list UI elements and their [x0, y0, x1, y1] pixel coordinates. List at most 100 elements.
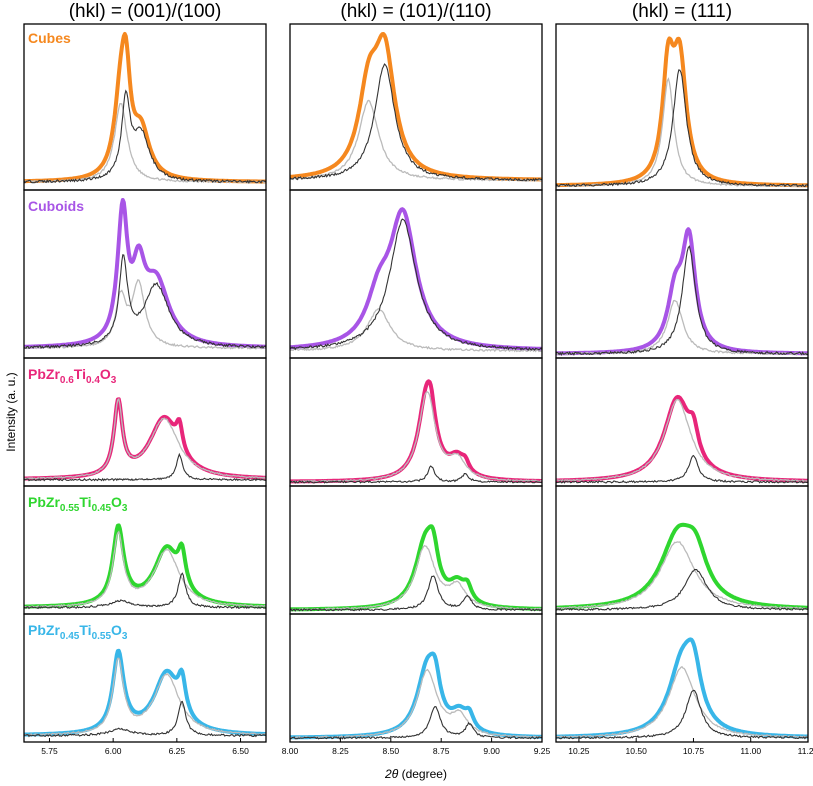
dark-curve-r3-c2 — [556, 568, 808, 612]
panel-r0-c1 — [289, 23, 543, 191]
x-axis-symbol: 2θ — [385, 767, 399, 781]
row-label-part: PbZr — [28, 366, 60, 382]
gray-curve-r4-c2 — [556, 665, 808, 739]
fit-curve-r1-c1 — [290, 207, 542, 351]
row-label-part: O — [111, 622, 122, 638]
panel-frame — [555, 613, 809, 743]
gray-curve-r1-c2 — [556, 299, 808, 356]
row-label-part: 3 — [110, 375, 117, 386]
gray-curve-r0-c2 — [556, 77, 808, 188]
dark-curve-r4-c1 — [290, 705, 542, 740]
x-axis-label: 2θ (degree) — [316, 766, 516, 782]
row-label-part: PbZr — [28, 622, 60, 638]
gray-curve-r4-c0 — [24, 657, 266, 736]
gray-curve-r3-c1 — [290, 544, 542, 611]
row-label-5: PbZr0.45Ti0.55O3 — [28, 622, 127, 642]
panel-frame — [23, 357, 267, 487]
gray-curve-r2-c0 — [24, 397, 266, 480]
fit-curve-r0-c1 — [290, 32, 542, 182]
x-tick-label: 9.25 — [534, 746, 551, 756]
panel-frame — [23, 189, 267, 359]
row-label-part: PbZr — [28, 494, 60, 510]
fit-curve-r2-c0 — [24, 397, 266, 481]
panel-r2-c1 — [289, 357, 543, 487]
dark-curve-r4-c2 — [556, 689, 808, 740]
column-title-1: (hkl) = (001)/(100) — [68, 1, 222, 22]
x-tick-label: 5.75 — [41, 746, 58, 756]
panel-frame — [23, 23, 267, 191]
x-tick-label: 6.25 — [169, 746, 186, 756]
gray-curve-r1-c1 — [290, 307, 542, 353]
row-label-part: Cubes — [28, 30, 71, 46]
panel-r1-c1 — [289, 189, 543, 359]
panel-r3-c2 — [555, 485, 809, 615]
fit-curve-r2-c2 — [556, 394, 808, 483]
panel-r4-c0 — [23, 613, 267, 743]
row-label-part: 3 — [121, 631, 128, 642]
panel-r4-c1 — [289, 613, 543, 743]
panel-r1-c2 — [555, 189, 809, 359]
panel-r2-c2 — [555, 357, 809, 487]
panel-r0-c0 — [23, 23, 267, 191]
x-tick-label: 8.50 — [383, 746, 400, 756]
panel-r1-c0 — [23, 189, 267, 359]
panel-frame — [555, 357, 809, 487]
x-tick-label: 11.25 — [798, 746, 813, 756]
row-label-part: 0.4 — [86, 375, 100, 386]
dark-curve-r1-c2 — [556, 245, 808, 357]
row-label-part: 0.6 — [59, 375, 74, 386]
dark-curve-r4-c0 — [24, 700, 266, 738]
row-label-part: O — [111, 494, 122, 510]
panel-frame — [23, 613, 267, 743]
x-tick-label: 10.25 — [568, 746, 590, 756]
column-title-3: (hkl) = (111) — [631, 1, 733, 22]
row-label-part: Ti — [73, 366, 86, 382]
panel-r3-c1 — [289, 485, 543, 615]
gray-curve-r1-c0 — [24, 278, 266, 350]
gray-curve-r3-c0 — [24, 530, 266, 608]
x-axis-unit: (degree) — [401, 767, 447, 781]
fit-curve-r3-c0 — [24, 523, 266, 609]
panel-r4-c2 — [555, 613, 809, 743]
fit-curve-r4-c0 — [24, 648, 266, 737]
row-label-1: Cubes — [28, 30, 71, 46]
panel-frame — [555, 189, 809, 359]
row-label-part: 3 — [121, 503, 128, 514]
x-tick-label: 10.75 — [683, 746, 705, 756]
panel-r3-c0 — [23, 485, 267, 615]
dark-curve-r2-c0 — [24, 452, 266, 482]
panel-r0-c2 — [555, 23, 809, 191]
dark-curve-r3-c0 — [24, 572, 266, 610]
dark-curve-r1-c0 — [24, 254, 266, 350]
row-label-2: Cuboids — [28, 198, 84, 214]
gray-curve-r4-c1 — [290, 668, 542, 739]
dark-curve-r3-c1 — [290, 575, 542, 612]
dark-curve-r0-c0 — [24, 89, 266, 185]
dark-curve-r0-c1 — [290, 63, 542, 182]
fit-curve-r2-c1 — [290, 379, 542, 484]
dark-curve-r0-c2 — [556, 69, 808, 188]
panel-r2-c0 — [23, 357, 267, 487]
row-label-part: 0.55 — [91, 631, 112, 642]
x-tick-label: 8.00 — [282, 746, 299, 756]
fit-curve-r4-c1 — [290, 651, 542, 740]
row-label-part: Ti — [79, 622, 92, 638]
row-label-3: PbZr0.6Ti0.4O3 — [28, 366, 116, 386]
gray-curve-r0-c0 — [24, 103, 266, 184]
gray-curve-r2-c1 — [290, 391, 542, 483]
row-label-part: Cuboids — [28, 198, 84, 214]
row-label-part: 0.55 — [59, 503, 80, 514]
row-label-part: 0.45 — [59, 631, 80, 642]
panel-frame — [555, 485, 809, 615]
row-label-part: O — [99, 366, 111, 382]
row-label-4: PbZr0.55Ti0.45O3 — [28, 494, 127, 514]
x-tick-label: 8.75 — [433, 746, 450, 756]
panel-frame — [289, 357, 543, 487]
fit-curve-r3-c2 — [556, 522, 808, 610]
row-label-part: 0.45 — [91, 503, 112, 514]
x-tick-label: 9.00 — [483, 746, 500, 756]
fit-curve-r4-c2 — [556, 637, 808, 739]
panel-frame — [23, 485, 267, 615]
gray-curve-r2-c2 — [556, 398, 808, 482]
